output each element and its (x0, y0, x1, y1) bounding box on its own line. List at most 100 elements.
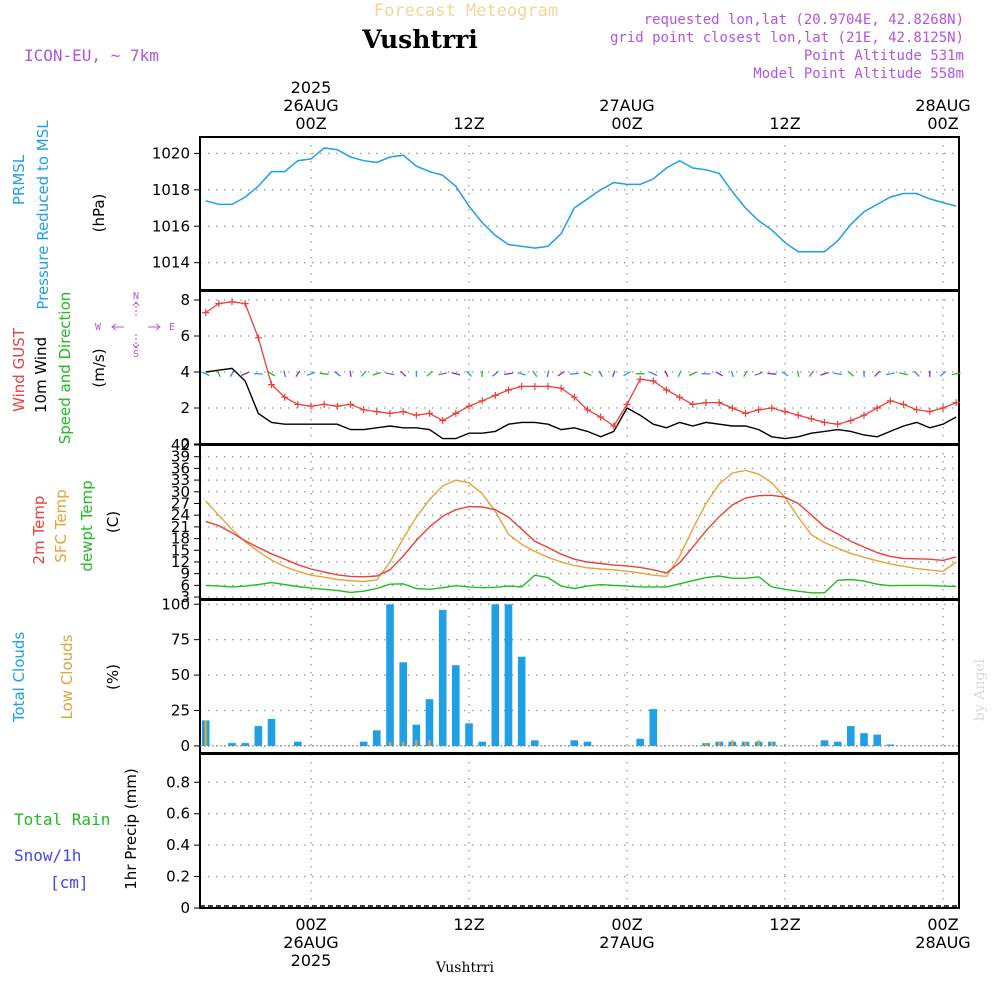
panel-frame (199, 136, 960, 291)
bottom-time-label: 12Z (769, 915, 800, 934)
wind-direction-arrow (306, 371, 316, 376)
gust-marker (623, 400, 631, 408)
gust-marker (794, 411, 802, 419)
gust-marker (834, 420, 842, 428)
total-cloud-bar (267, 719, 276, 746)
gust-marker (333, 402, 341, 410)
gust-marker (360, 406, 368, 414)
y-tick-label: 50 (171, 666, 190, 684)
bottom-time-label: 00Z (927, 915, 958, 934)
wind-direction-arrow (557, 371, 565, 377)
wind-direction-arrow (451, 372, 461, 376)
wind-direction-arrow (583, 371, 592, 377)
y-tick-label: 24 (171, 506, 190, 524)
t2m-line (205, 494, 957, 578)
gust-marker (886, 397, 894, 405)
pressure-label-msl: Pressure Reduced to MSL (34, 120, 52, 310)
wind-direction-arrow (546, 370, 550, 378)
y-tick-label: 1014 (152, 254, 190, 272)
y-tick-label: 1018 (152, 181, 190, 199)
temp-dewpt-label: dewpt Temp (78, 480, 96, 571)
gust-marker (860, 411, 868, 419)
gust-marker (768, 404, 776, 412)
gust-marker (373, 408, 381, 416)
gust-marker (557, 384, 565, 392)
total-cloud-bar (465, 723, 473, 746)
wind-direction-arrow (481, 370, 484, 377)
wind-direction-arrow (241, 371, 250, 377)
gust-marker (873, 404, 881, 412)
wind-direction-arrow (820, 371, 829, 376)
low-cloud-bar (428, 740, 431, 746)
wind-direction-arrow (438, 372, 448, 376)
y-tick-label: 25 (171, 702, 190, 720)
total-cloud-bar (399, 662, 407, 746)
gust-marker (399, 408, 407, 416)
y-tick-label: 8 (180, 291, 190, 309)
y-tick-label: 12 (171, 553, 190, 571)
low-cloud-bar (704, 743, 708, 746)
wind-direction-arrow (688, 371, 697, 377)
gridpoint-coords: grid point closest lon,lat (21E, 42.8125… (610, 30, 964, 46)
bottom-time-label: 00Z (295, 915, 326, 934)
compass-rose: N W E S (95, 291, 175, 360)
y-tick-label: 6 (180, 327, 190, 345)
low-cloud-bar (204, 720, 207, 746)
total-cloud-bar (517, 656, 526, 746)
y-tick-label: 4 (180, 363, 190, 381)
wind-direction-arrow (349, 370, 352, 378)
requested-coords: requested lon,lat (20.9704E, 42.8268N) (644, 12, 964, 28)
y-tick-label: 18 (171, 530, 190, 548)
wind-direction-arrow (885, 372, 895, 376)
wind-direction-arrow (847, 370, 855, 377)
wind-direction-arrow (267, 371, 276, 377)
wind-unit: (m/s) (90, 348, 108, 387)
wind-direction-arrow (767, 372, 777, 375)
pressure-panel: 1014 1016 1018 1020 (152, 136, 960, 291)
total-cloud-bar (359, 741, 368, 746)
wind-panel: 0 2 4 6 8 (180, 290, 961, 453)
y-tick-label: 0.2 (166, 868, 190, 886)
total-cloud-bar (452, 665, 460, 746)
top-time-label: 2025 (291, 78, 332, 97)
gust-marker (570, 393, 578, 401)
wind-direction-arrow (612, 370, 616, 378)
y-tick-label: 9 (180, 565, 190, 583)
gust-marker (742, 409, 749, 417)
temp-2m-label: 2m Temp (30, 496, 48, 565)
y-tick-label: 100 (161, 595, 190, 613)
total-cloud-bar (438, 609, 447, 746)
y-tick-label: 1016 (152, 217, 190, 235)
temp-sfc-label: SFC Temp (52, 489, 70, 562)
low-cloud-bar (402, 741, 405, 746)
pressure-label-prmsl: PRMSL (10, 154, 28, 205)
total-cloud-bar (886, 744, 895, 746)
total-cloud-bar (478, 741, 486, 746)
total-cloud-bar (873, 734, 881, 746)
top-time-label: 27AUG (599, 96, 654, 115)
wind-direction-arrow (664, 370, 669, 378)
gust-marker (689, 400, 697, 408)
gust-marker (610, 422, 618, 430)
model-altitude: Model Point Altitude 558m (753, 66, 964, 82)
y-tick-label: 42 (171, 436, 190, 454)
y-tick-label: 30 (171, 483, 190, 501)
compass-n: N (133, 291, 139, 302)
top-time-label: 00Z (927, 114, 958, 133)
wind-direction-arrow (385, 372, 395, 376)
clouds-low-label: Low Clouds (58, 634, 76, 719)
total-cloud-bar (820, 740, 829, 746)
gust-marker (228, 298, 236, 306)
wind-direction-arrow (532, 370, 538, 377)
total-cloud-bar (583, 741, 592, 746)
wind-direction-arrow (333, 370, 341, 377)
gust-marker (847, 417, 855, 425)
panel-frame (199, 290, 960, 445)
pressure-unit: (hPa) (90, 194, 108, 233)
gust-marker (939, 404, 947, 412)
wind-gust-label: Wind GUST (10, 327, 28, 412)
gust-marker (281, 393, 289, 401)
y-tick-label: 2 (180, 399, 190, 417)
